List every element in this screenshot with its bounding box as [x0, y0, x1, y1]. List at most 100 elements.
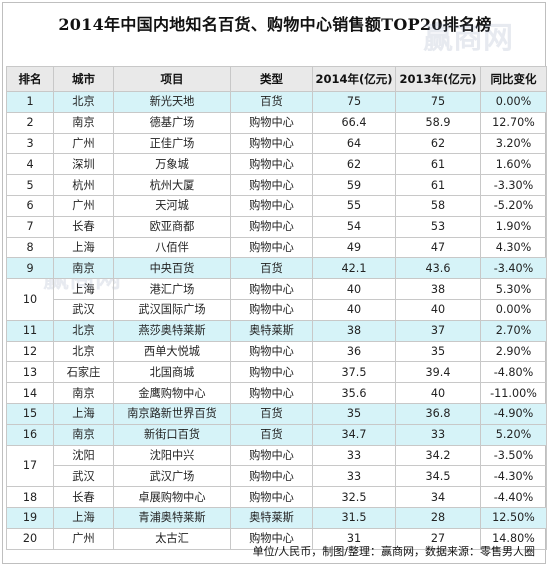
- cell-project: 港汇广场: [113, 278, 231, 300]
- cell-change: -3.40%: [480, 257, 547, 280]
- cell-y2014: 36: [312, 340, 396, 363]
- cell-type: 奥特莱斯: [230, 506, 313, 529]
- table-row: 16 南京 新街口百货 百货 34.7 33 5.20%: [6, 423, 547, 446]
- cell-type: 购物中心: [230, 382, 313, 404]
- table-row: 13 石家庄 北国商城 购物中心 37.5 39.4 -4.80%: [6, 361, 547, 384]
- column-header-2014: 2014年(亿元): [312, 66, 396, 92]
- cell-change: 2.90%: [480, 340, 547, 363]
- cell-project: 沈阳中兴: [113, 444, 231, 467]
- cell-type: 购物中心: [230, 111, 313, 134]
- table-row: 3 广州 正佳广场 购物中心 64 62 3.20%: [6, 132, 547, 155]
- cell-type: 奥特莱斯: [230, 319, 313, 342]
- table-row: 4 深圳 万象城 购物中心 62 61 1.60%: [6, 153, 547, 176]
- cell-change: 1.60%: [480, 153, 547, 176]
- column-header-2013: 2013年(亿元): [395, 66, 481, 92]
- table-row: 14 南京 金鹰购物中心 购物中心 35.6 40 -11.00%: [6, 382, 547, 404]
- cell-city: 武汉: [53, 298, 114, 321]
- cell-change: 12.50%: [480, 506, 547, 529]
- cell-y2013: 28: [395, 506, 481, 529]
- source-footnote: 单位/人民币，制图/整理：赢商网，数据来源：零售男人圈: [252, 545, 535, 558]
- cell-y2014: 38: [312, 319, 396, 342]
- cell-y2014: 40: [312, 298, 396, 321]
- cell-y2014: 31: [312, 527, 396, 550]
- cell-y2014: 59: [312, 174, 396, 196]
- cell-city: 广州: [53, 194, 114, 217]
- cell-rank: 12: [6, 340, 54, 363]
- cell-city: 北京: [53, 91, 114, 113]
- cell-y2014: 49: [312, 236, 396, 259]
- cell-city: 上海: [53, 402, 114, 425]
- cell-type: 购物中心: [230, 486, 313, 508]
- cell-type: 购物中心: [230, 278, 313, 300]
- cell-y2014: 33: [312, 465, 396, 488]
- column-header-rank: 排名: [6, 66, 54, 92]
- cell-rank: 20: [6, 527, 54, 550]
- cell-y2014: 64: [312, 132, 396, 155]
- cell-project: 新街口百货: [113, 423, 231, 446]
- cell-change: 2.70%: [480, 319, 547, 342]
- table-row: 1 北京 新光天地 百货 75 75 0.00%: [6, 91, 547, 113]
- cell-type: 购物中心: [230, 298, 313, 321]
- cell-rank: 15: [6, 402, 54, 425]
- cell-type: 购物中心: [230, 361, 313, 384]
- cell-rank: 13: [6, 361, 54, 384]
- table-row: 7 长春 欧亚商都 购物中心 54 53 1.90%: [6, 215, 547, 238]
- table-row: 9 南京 中央百货 百货 42.1 43.6 -3.40%: [6, 257, 547, 280]
- cell-change: -3.50%: [480, 444, 547, 467]
- cell-project: 杭州大厦: [113, 174, 231, 196]
- cell-y2014: 35.6: [312, 382, 396, 404]
- column-header-project: 项目: [113, 66, 231, 92]
- table-row: 5 杭州 杭州大厦 购物中心 59 61 -3.30%: [6, 174, 547, 196]
- cell-type: 购物中心: [230, 194, 313, 217]
- cell-y2014: 55: [312, 194, 396, 217]
- table-row: 6 广州 天河城 购物中心 55 58 -5.20%: [6, 194, 547, 217]
- cell-project: 武汉国际广场: [113, 298, 231, 321]
- table-header-row: 排名 城市 项目 类型 2014年(亿元) 2013年(亿元) 同比变化: [6, 66, 547, 92]
- cell-y2014: 42.1: [312, 257, 396, 280]
- table-row: 2 南京 德基广场 购物中心 66.4 58.9 12.70%: [6, 111, 547, 134]
- cell-y2013: 61: [395, 153, 481, 176]
- cell-type: 购物中心: [230, 153, 313, 176]
- cell-rank: 2: [6, 111, 54, 134]
- table-row: 武汉 武汉国际广场 购物中心 40 40 0.00%: [7, 298, 547, 321]
- cell-y2014: 33: [312, 444, 396, 467]
- cell-y2013: 58: [395, 194, 481, 217]
- cell-city: 上海: [53, 506, 114, 529]
- cell-y2013: 36.8: [395, 402, 481, 425]
- cell-project: 金鹰购物中心: [113, 382, 231, 404]
- cell-city: 广州: [53, 527, 114, 550]
- cell-city: 武汉: [53, 465, 114, 488]
- table-row: 15 上海 南京路新世界百货 百货 35 36.8 -4.90%: [6, 402, 547, 425]
- cell-type: 购物中心: [230, 444, 313, 467]
- cell-y2013: 34: [395, 486, 481, 508]
- cell-city: 杭州: [53, 174, 114, 196]
- cell-y2014: 32.5: [312, 486, 396, 508]
- cell-y2014: 54: [312, 215, 396, 238]
- cell-change: -4.90%: [480, 402, 547, 425]
- cell-y2013: 62: [395, 132, 481, 155]
- cell-project: 德基广场: [113, 111, 231, 134]
- column-header-type: 类型: [230, 66, 313, 92]
- table-row: 20 广州 太古汇 购物中心 31 27 14.80%: [6, 527, 547, 550]
- cell-y2013: 53: [395, 215, 481, 238]
- cell-y2013: 39.4: [395, 361, 481, 384]
- cell-type: 购物中心: [230, 340, 313, 363]
- cell-city: 深圳: [53, 153, 114, 176]
- cell-project: 燕莎奥特莱斯: [113, 319, 231, 342]
- cell-y2014: 62: [312, 153, 396, 176]
- cell-type: 购物中心: [230, 527, 313, 550]
- cell-change: 5.20%: [480, 423, 547, 446]
- cell-type: 购物中心: [230, 132, 313, 155]
- cell-rank: 1: [6, 91, 54, 113]
- cell-change: -4.40%: [480, 486, 547, 508]
- cell-change: 12.70%: [480, 111, 547, 134]
- cell-project: 卓展购物中心: [113, 486, 231, 508]
- cell-city: 南京: [53, 257, 114, 280]
- cell-type: 百货: [230, 257, 313, 280]
- cell-change: 3.20%: [480, 132, 547, 155]
- cell-change: -4.80%: [480, 361, 547, 384]
- cell-change: 1.90%: [480, 215, 547, 238]
- cell-type: 购物中心: [230, 215, 313, 238]
- cell-y2013: 40: [395, 382, 481, 404]
- table-row: 18 长春 卓展购物中心 购物中心 32.5 34 -4.40%: [6, 486, 547, 508]
